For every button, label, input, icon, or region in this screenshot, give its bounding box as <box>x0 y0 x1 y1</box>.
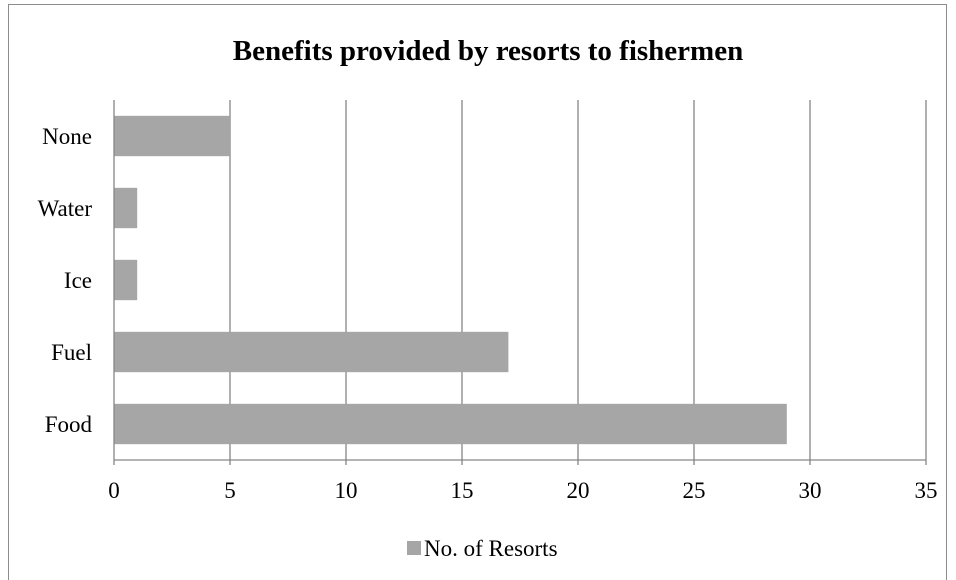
category-label: Fuel <box>51 340 92 365</box>
bar-none <box>114 115 230 157</box>
category-label: Water <box>38 196 93 221</box>
x-tick-label: 15 <box>451 478 474 503</box>
category-label: None <box>42 124 92 149</box>
x-tick-label: 10 <box>335 478 358 503</box>
axes <box>113 100 927 465</box>
bar-food <box>114 403 787 445</box>
category-label: Food <box>45 412 93 437</box>
category-label: Ice <box>64 268 92 293</box>
x-tick-label: 30 <box>799 478 822 503</box>
legend-label: No. of Resorts <box>424 536 558 561</box>
bars <box>114 115 787 445</box>
category-labels: Food Fuel Ice Water None <box>38 124 93 437</box>
bar-water <box>114 187 138 229</box>
x-tick-label: 0 <box>108 478 120 503</box>
bar-fuel <box>114 331 509 373</box>
chart-title: Benefits provided by resorts to fisherme… <box>233 35 743 67</box>
x-tick-label: 20 <box>567 478 590 503</box>
x-tick-label: 35 <box>915 478 938 503</box>
bar-ice <box>114 259 138 301</box>
legend-swatch <box>407 541 421 555</box>
grid-lines <box>229 100 927 460</box>
legend: No. of Resorts <box>407 536 558 561</box>
x-tick-label: 25 <box>683 478 706 503</box>
chart-frame <box>8 4 947 580</box>
x-tick-labels: 0 5 10 15 20 25 30 35 <box>108 478 937 503</box>
x-tick-label: 5 <box>224 478 236 503</box>
